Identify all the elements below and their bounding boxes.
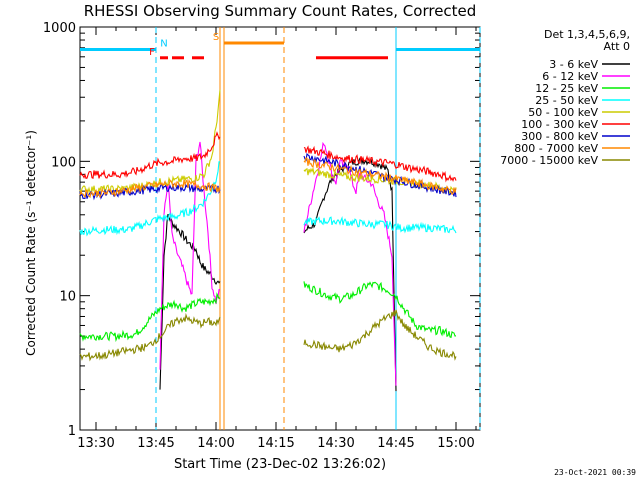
x-tick-label: 14:30 [317,436,354,451]
series-line [159,213,221,390]
series-line [303,145,457,183]
series-line [79,312,221,362]
series-line [79,89,221,196]
x-tick-label: 14:45 [377,436,414,451]
legend-label: 25 - 50 keV [535,94,598,107]
series-line [303,281,457,339]
x-tick-label: 14:00 [197,436,234,451]
series-line [303,215,457,234]
flag-label: F [149,47,155,58]
chart-title: RHESSI Observing Summary Count Rates, Co… [84,2,477,20]
legend-label: 12 - 25 keV [535,82,598,95]
legend-label: 100 - 300 keV [521,118,598,131]
series-line [79,292,221,343]
plot-area: 13:30 13:45 14:00 14:15 14:30 14:45 15:00 1 10 10… [43,21,630,451]
flag-label: S [213,32,219,43]
series-line [79,178,221,199]
y-axis-label: Corrected Count Rate (s⁻¹ detector⁻¹) [24,130,38,356]
legend-label: 800 - 7000 keV [514,142,598,155]
series-line [303,157,457,195]
y-tick-label: 1 [68,424,76,439]
x-tick-label: 13:45 [137,436,174,451]
legend-label: 6 - 12 keV [542,70,598,83]
series-line [79,182,221,201]
series-line [303,157,397,392]
series-line [159,141,221,370]
legend-title-line: Det 1,3,4,5,6,9, [544,28,630,41]
y-tick-label: 100 [51,155,76,170]
legend-title: Det 1,3,4,5,6,9,Att 0 [544,28,630,53]
flag-label: N [160,38,167,49]
legend-label: 300 - 800 keV [521,130,598,143]
series-line [79,161,220,237]
series-line [303,309,457,361]
legend-label: 3 - 6 keV [549,58,598,71]
y-tick-label: 10 [59,290,76,305]
legend-label: 50 - 100 keV [528,106,598,119]
footer-timestamp: 23-Oct-2021 00:39 [554,468,636,477]
x-axis-label: Start Time (23-Dec-02 13:26:02) [174,457,386,472]
y-tick-label: 1000 [43,21,76,36]
legend-label: 7000 - 15000 keV [500,154,598,167]
legend-title-line: Att 0 [604,40,630,53]
x-tick-label: 14:15 [257,436,294,451]
x-tick-label: 13:30 [77,436,114,451]
series-line [79,131,221,180]
x-tick-label: 15:00 [437,436,474,451]
